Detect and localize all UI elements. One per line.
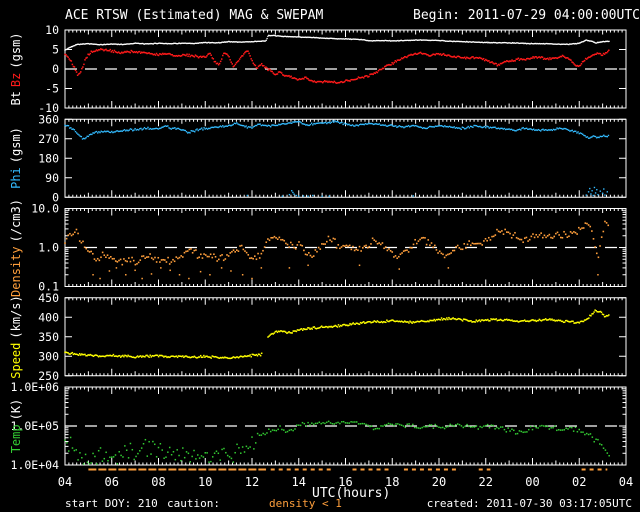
ytick-label-phi: 90 bbox=[45, 171, 59, 185]
ylabel-temp: Temp (K) bbox=[9, 397, 23, 456]
ytick-label-density: 10.0 bbox=[31, 202, 59, 216]
series-phi-low-scatter bbox=[246, 186, 608, 197]
xtick-label: 02 bbox=[572, 475, 586, 489]
series-bt bbox=[64, 34, 610, 51]
ytick-label-temp: 1.0E+05 bbox=[11, 419, 59, 433]
ytick-label-speed: 300 bbox=[38, 349, 59, 363]
panel-phi: 360 270 180 90 0 bbox=[38, 112, 627, 204]
ytick-label-phi: 180 bbox=[38, 151, 59, 165]
xtick-label: 20 bbox=[432, 475, 446, 489]
ylabel-part: Bz bbox=[9, 72, 23, 88]
series-density-low-scatter bbox=[92, 264, 599, 280]
caution-label: caution: bbox=[167, 497, 220, 510]
ytick-label-bt-bz: 10 bbox=[45, 23, 59, 37]
ytick-label-phi: 270 bbox=[38, 132, 59, 146]
ytick-label-bt-bz: 5 bbox=[52, 43, 59, 57]
ylabel-part: Density bbox=[9, 245, 23, 297]
ytick-label-temp: 1.0E+06 bbox=[11, 380, 60, 394]
ylabel-part: Bt bbox=[9, 91, 23, 106]
begin-timestamp: Begin: 2011-07-29 04:00:00UTC bbox=[413, 8, 640, 23]
panel-density: 10.0 1.0 0.1 bbox=[31, 202, 627, 294]
ytick-label-density: 0.1 bbox=[38, 280, 59, 294]
xtick-label: 22 bbox=[479, 475, 493, 489]
start-doy-label: start DOY: 210 bbox=[65, 497, 158, 510]
panel-temp: 1.0E+06 1.0E+05 1.0E+04 bbox=[11, 380, 627, 472]
ytick-label-temp: 1.0E+04 bbox=[11, 458, 60, 472]
panel-speed: 450 400 350 300 250 bbox=[38, 291, 627, 383]
ylabel-speed: Speed (km/s) bbox=[9, 293, 23, 380]
ytick-label-phi: 360 bbox=[38, 112, 59, 126]
series-temp bbox=[64, 420, 610, 465]
xtick-label: 12 bbox=[245, 475, 259, 489]
ytick-label-density: 1.0 bbox=[38, 241, 59, 255]
ytick-label-bt-bz: 0 bbox=[52, 62, 59, 76]
ytick-label-speed: 250 bbox=[38, 369, 59, 383]
ytick-label-speed: 450 bbox=[38, 291, 59, 305]
ylabel-part: Speed bbox=[9, 342, 23, 379]
xtick-label: 06 bbox=[105, 475, 119, 489]
ylabel-part: (gsm) bbox=[9, 127, 23, 164]
ylabel-part: (/cm3) bbox=[9, 198, 23, 242]
ylabel-part: Phi bbox=[9, 167, 23, 190]
ytick-label-bt-bz: -5 bbox=[45, 82, 59, 96]
panel-bt-bz: 10 5 0 -5 -10 bbox=[38, 23, 627, 115]
xtick-label: 18 bbox=[385, 475, 399, 489]
ylabel-part: (km/s) bbox=[9, 295, 23, 339]
ylabel-part: (K) bbox=[9, 398, 23, 421]
series-speed bbox=[64, 309, 610, 360]
ylabel-part: Temp bbox=[9, 424, 23, 454]
xtick-label: 16 bbox=[338, 475, 352, 489]
xtick-label: 04 bbox=[58, 475, 72, 489]
ytick-label-bt-bz: -10 bbox=[38, 101, 59, 115]
ytick-label-speed: 350 bbox=[38, 330, 59, 344]
xtick-label: 14 bbox=[292, 475, 306, 489]
ylabel-part: (gsm) bbox=[9, 32, 23, 69]
ylabel-density: Density (/cm3) bbox=[9, 197, 23, 299]
page-title: ACE RTSW (Estimated) MAG & SWEPAM bbox=[65, 8, 324, 23]
ylabel-bt-bz: Bt Bz (gsm) bbox=[9, 30, 23, 107]
x-axis-title: UTC(hours) bbox=[312, 486, 391, 501]
series-bz bbox=[64, 48, 610, 84]
xtick-label: 00 bbox=[525, 475, 539, 489]
xtick-label: 08 bbox=[151, 475, 165, 489]
x-axis-tick-labels: 04 06 08 10 12 14 16 18 20 22 00 02 04 bbox=[58, 475, 633, 489]
series-phi bbox=[64, 120, 610, 140]
ylabel-phi: Phi (gsm) bbox=[9, 125, 23, 191]
series-density bbox=[64, 220, 610, 266]
xtick-label: 10 bbox=[198, 475, 212, 489]
created-timestamp: created: 2011-07-30 03:17:05UTC bbox=[426, 497, 632, 510]
xtick-label: 04 bbox=[619, 475, 633, 489]
caution-value: density < 1 bbox=[269, 497, 342, 510]
ytick-label-speed: 400 bbox=[38, 310, 59, 324]
ytick-label-phi: 0 bbox=[52, 190, 59, 204]
